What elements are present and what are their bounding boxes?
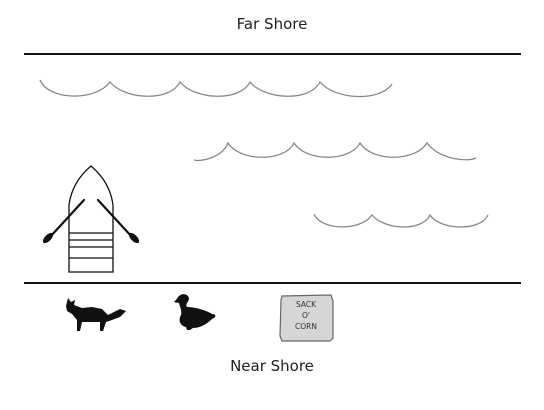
far-shore-label: Far Shore xyxy=(236,15,308,33)
sack-label-line2: O' xyxy=(302,311,310,320)
duck-icon[interactable] xyxy=(174,294,216,330)
wave-row-1 xyxy=(39,79,393,98)
sack-label-line3: CORN xyxy=(295,322,317,331)
near-shore-label: Near Shore xyxy=(230,357,314,375)
right-oar-icon xyxy=(96,198,140,244)
river-waves xyxy=(39,79,489,228)
wave-row-3 xyxy=(313,213,489,228)
far-shore-line xyxy=(24,53,521,55)
left-oar-icon xyxy=(42,198,86,244)
rowboat-icon[interactable] xyxy=(68,165,114,273)
fox-icon[interactable] xyxy=(66,298,126,331)
wave-row-2 xyxy=(193,141,477,162)
sack-icon[interactable]: SACK O' CORN xyxy=(279,294,334,342)
sack-label-line1: SACK xyxy=(296,300,317,309)
